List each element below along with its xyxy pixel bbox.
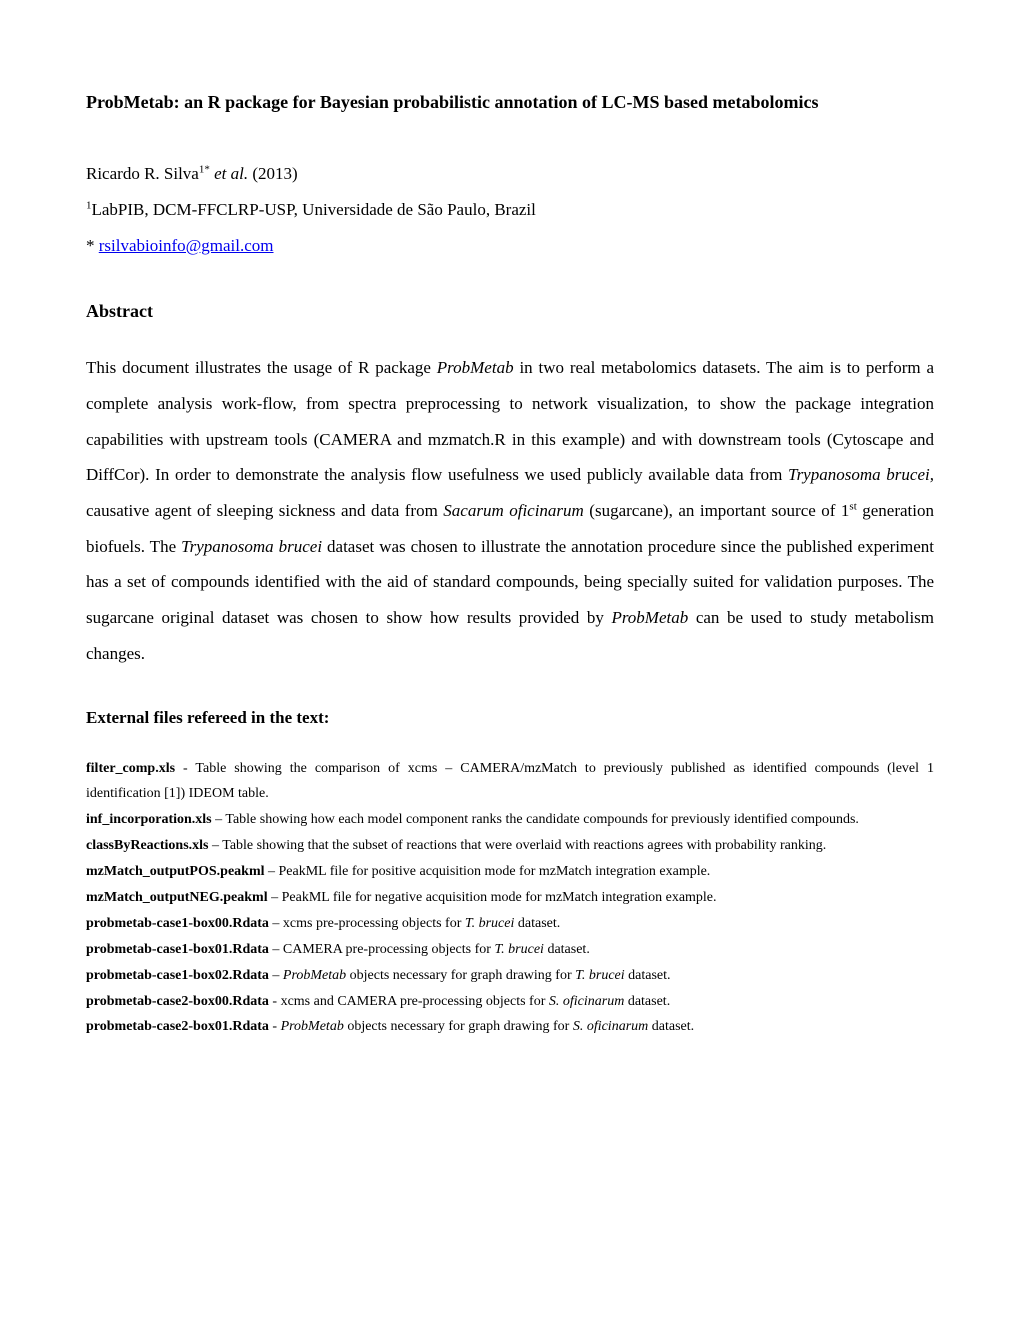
file-desc: Table showing how each model component r… <box>225 812 859 827</box>
author-sup: 1* <box>199 164 210 176</box>
file-desc: dataset. <box>624 994 670 1009</box>
file-name: probmetab-case1-box02.Rdata <box>86 968 269 983</box>
file-sep: – <box>269 968 283 983</box>
abstract-text-ital: Trypanosoma brucei, <box>788 465 934 484</box>
file-sep: - <box>269 1019 281 1034</box>
abstract-sup: st <box>849 500 856 512</box>
file-name: classByReactions.xls <box>86 838 209 853</box>
file-desc: PeakML file for negative acquisition mod… <box>282 890 717 905</box>
file-desc: dataset. <box>625 968 671 983</box>
file-name: probmetab-case2-box00.Rdata <box>86 994 269 1009</box>
file-desc: dataset. <box>648 1019 694 1034</box>
author-etal: et al. <box>214 164 248 183</box>
file-sep: – <box>269 942 283 957</box>
file-item: inf_incorporation.xls – Table showing ho… <box>86 807 934 833</box>
author-line: Ricardo R. Silva1* et al. (2013) <box>86 156 934 192</box>
abstract-text-ital: ProbMetab <box>437 358 514 377</box>
abstract-text-ital: Trypanosoma brucei <box>181 537 322 556</box>
file-name: mzMatch_outputNEG.peakml <box>86 890 268 905</box>
file-desc-ital: T. brucei <box>575 968 625 983</box>
file-name: inf_incorporation.xls <box>86 812 212 827</box>
abstract-text: causative agent of sleeping sickness and… <box>86 501 443 520</box>
contact-star: * <box>86 236 95 255</box>
file-name: probmetab-case1-box01.Rdata <box>86 942 269 957</box>
affiliation-text: LabPIB, DCM-FFCLRP-USP, Universidade de … <box>92 200 536 219</box>
abstract-text-ital: ProbMetab <box>611 608 688 627</box>
file-item: probmetab-case2-box01.Rdata - ProbMetab … <box>86 1014 934 1040</box>
file-desc: Table showing that the subset of reactio… <box>222 838 826 853</box>
document-title: ProbMetab: an R package for Bayesian pro… <box>86 90 934 114</box>
abstract-heading: Abstract <box>86 301 934 322</box>
file-item: filter_comp.xls - Table showing the comp… <box>86 756 934 808</box>
affiliation-line: 1LabPIB, DCM-FFCLRP-USP, Universidade de… <box>86 192 934 228</box>
abstract-text: This document illustrates the usage of R… <box>86 358 437 377</box>
file-sep: – <box>209 838 223 853</box>
file-desc: PeakML file for positive acquisition mod… <box>279 864 711 879</box>
file-desc: dataset. <box>544 942 590 957</box>
contact-line: * rsilvabioinfo@gmail.com <box>86 228 934 264</box>
file-desc: xcms pre-processing objects for <box>283 916 465 931</box>
file-desc: xcms and CAMERA pre-processing objects f… <box>281 994 549 1009</box>
files-heading: External files refereed in the text: <box>86 708 934 728</box>
file-item: probmetab-case1-box02.Rdata – ProbMetab … <box>86 963 934 989</box>
abstract-text-ital: Sacarum oficinarum <box>443 501 584 520</box>
file-desc: CAMERA pre-processing objects for <box>283 942 495 957</box>
file-desc: Table showing the comparison of xcms – C… <box>86 761 934 802</box>
file-desc: objects necessary for graph drawing for <box>344 1019 573 1034</box>
file-name: probmetab-case2-box01.Rdata <box>86 1019 269 1034</box>
file-name: probmetab-case1-box00.Rdata <box>86 916 269 931</box>
file-desc-ital: ProbMetab <box>281 1019 344 1034</box>
file-name: mzMatch_outputPOS.peakml <box>86 864 265 879</box>
file-desc-ital: S. oficinarum <box>573 1019 648 1034</box>
file-list: filter_comp.xls - Table showing the comp… <box>86 756 934 1041</box>
abstract-text: (sugarcane), an important source of 1 <box>584 501 850 520</box>
contact-email-link[interactable]: rsilvabioinfo@gmail.com <box>99 236 274 255</box>
file-item: probmetab-case1-box00.Rdata – xcms pre-p… <box>86 911 934 937</box>
author-name: Ricardo R. Silva <box>86 164 199 183</box>
file-sep: – <box>265 864 279 879</box>
file-sep: – <box>268 890 282 905</box>
file-desc-ital: S. oficinarum <box>549 994 624 1009</box>
file-desc-ital: T. brucei <box>494 942 544 957</box>
file-item: mzMatch_outputNEG.peakml – PeakML file f… <box>86 885 934 911</box>
file-item: classByReactions.xls – Table showing tha… <box>86 833 934 859</box>
file-sep: – <box>212 812 226 827</box>
file-sep: – <box>269 916 283 931</box>
author-year: (2013) <box>252 164 297 183</box>
file-item: mzMatch_outputPOS.peakml – PeakML file f… <box>86 859 934 885</box>
file-desc: objects necessary for graph drawing for <box>346 968 575 983</box>
file-sep: - <box>269 994 281 1009</box>
file-item: probmetab-case2-box00.Rdata - xcms and C… <box>86 989 934 1015</box>
file-desc-ital: T. brucei <box>465 916 515 931</box>
file-desc: dataset. <box>514 916 560 931</box>
file-item: probmetab-case1-box01.Rdata – CAMERA pre… <box>86 937 934 963</box>
file-desc-ital: ProbMetab <box>283 968 346 983</box>
file-sep: - <box>175 761 195 776</box>
abstract-body: This document illustrates the usage of R… <box>86 350 934 671</box>
file-name: filter_comp.xls <box>86 761 175 776</box>
